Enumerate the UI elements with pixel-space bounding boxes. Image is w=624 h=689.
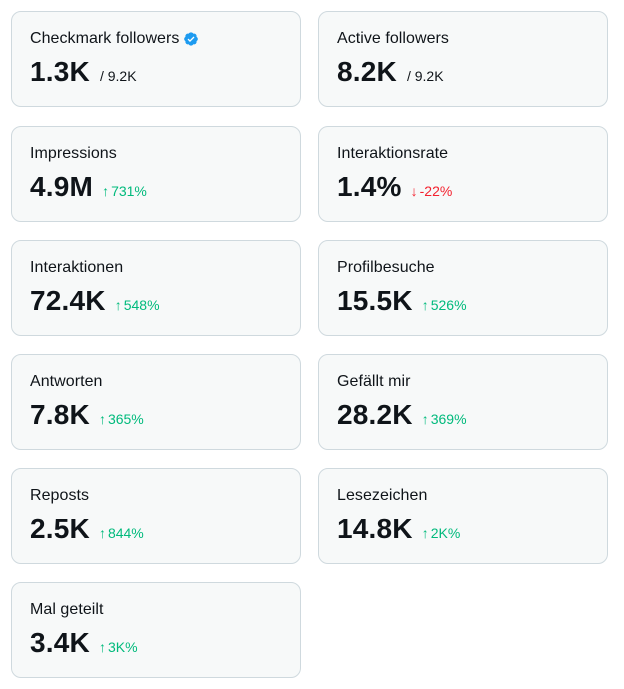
metric-label: Impressions [30,145,117,162]
metric-value: 28.2K [337,399,413,430]
metric-label: Profilbesuche [337,259,435,276]
metric-delta: ↑ 2K% [422,525,461,541]
metric-delta-value: 548% [123,297,160,313]
metric-total: / 9.2K [99,68,137,84]
arrow-up-icon: ↑ [421,411,429,427]
metric-delta-value: 365% [107,411,144,427]
metric-value: 15.5K [337,285,413,316]
metric-value: 2.5K [30,513,90,544]
metric-value: 72.4K [30,285,106,316]
metric-value-row: 72.4K ↑ 548% [30,285,282,317]
metric-delta: ↑ 526% [422,297,467,313]
metric-value: 7.8K [30,399,90,430]
arrow-up-icon: ↑ [102,183,110,199]
metric-delta-value: 731% [111,183,147,199]
metric-card-reposts[interactable]: Reposts 2.5K ↑ 844% [11,468,301,564]
metric-value: 8.2K [337,56,397,87]
arrow-up-icon: ↑ [421,525,429,541]
metric-value-row: 28.2K ↑ 369% [337,399,589,431]
metric-value: 4.9M [30,171,94,202]
verified-badge-icon [183,31,199,47]
metric-card-engagement-rate[interactable]: Interaktionsrate 1.4% ↓ -22% [318,126,608,222]
metric-delta: ↑ 731% [102,183,147,199]
metric-value: 1.4% [337,171,402,202]
metric-total: / 9.2K [406,68,444,84]
metric-card-checkmark-followers[interactable]: Checkmark followers 1.3K / 9.2K [11,11,301,107]
metric-card-active-followers[interactable]: Active followers 8.2K / 9.2K [318,11,608,107]
metric-value: 1.3K [30,56,90,87]
metric-value-row: 2.5K ↑ 844% [30,513,282,545]
metric-value: 14.8K [337,513,413,544]
metric-delta-value: 3K% [107,639,138,655]
metric-label: Interaktionsrate [337,145,449,162]
metric-label-row: Reposts [30,486,282,506]
metric-label: Antworten [30,373,103,390]
arrow-up-icon: ↑ [114,297,122,313]
metric-label-row: Lesezeichen [337,486,589,506]
metric-value-row: 14.8K ↑ 2K% [337,513,589,545]
metric-label: Active followers [337,30,449,47]
metric-delta: ↓ -22% [411,183,453,199]
metric-label-row: Mal geteilt [30,600,282,620]
metric-value-row: 4.9M ↑ 731% [30,171,282,203]
metric-label-row: Gefällt mir [337,372,589,392]
metric-value-row: 7.8K ↑ 365% [30,399,282,431]
metric-label: Reposts [30,487,90,504]
metric-value: 3.4K [30,627,90,658]
metric-label: Interaktionen [30,259,124,276]
metric-delta: ↑ 369% [422,411,467,427]
metric-delta: ↑ 365% [99,411,144,427]
metric-label-row: Active followers [337,29,589,49]
metric-value-row: 8.2K / 9.2K [337,56,589,88]
arrow-up-icon: ↑ [98,639,106,655]
metric-card-impressions[interactable]: Impressions 4.9M ↑ 731% [11,126,301,222]
arrow-up-icon: ↑ [98,525,106,541]
metric-label: Lesezeichen [337,487,428,504]
metric-label-row: Antworten [30,372,282,392]
metric-delta: ↑ 548% [115,297,160,313]
metric-card-shares[interactable]: Mal geteilt 3.4K ↑ 3K% [11,582,301,678]
metric-delta-value: 2K% [430,525,461,541]
metric-label: Mal geteilt [30,601,104,618]
arrow-down-icon: ↓ [410,183,418,199]
metric-delta-value: -22% [419,183,453,199]
metric-card-likes[interactable]: Gefällt mir 28.2K ↑ 369% [318,354,608,450]
metric-label-row: Interaktionsrate [337,144,589,164]
metric-card-profile-visits[interactable]: Profilbesuche 15.5K ↑ 526% [318,240,608,336]
metric-value-row: 1.4% ↓ -22% [337,171,589,203]
metric-delta-value: 526% [430,297,467,313]
arrow-up-icon: ↑ [421,297,429,313]
metric-delta-value: 369% [430,411,467,427]
metric-card-engagements[interactable]: Interaktionen 72.4K ↑ 548% [11,240,301,336]
metric-label-row: Interaktionen [30,258,282,278]
metric-delta-value: 844% [107,525,144,541]
metric-card-replies[interactable]: Antworten 7.8K ↑ 365% [11,354,301,450]
arrow-up-icon: ↑ [98,411,106,427]
metric-value-row: 15.5K ↑ 526% [337,285,589,317]
metric-label-row: Impressions [30,144,282,164]
metric-label: Checkmark followers [30,30,180,47]
metric-value-row: 3.4K ↑ 3K% [30,627,282,659]
metric-label-row: Profilbesuche [337,258,589,278]
metric-card-bookmarks[interactable]: Lesezeichen 14.8K ↑ 2K% [318,468,608,564]
metric-label-row: Checkmark followers [30,29,282,49]
metric-delta: ↑ 3K% [99,639,138,655]
metric-value-row: 1.3K / 9.2K [30,56,282,88]
metric-label: Gefällt mir [337,373,411,390]
metric-delta: ↑ 844% [99,525,144,541]
